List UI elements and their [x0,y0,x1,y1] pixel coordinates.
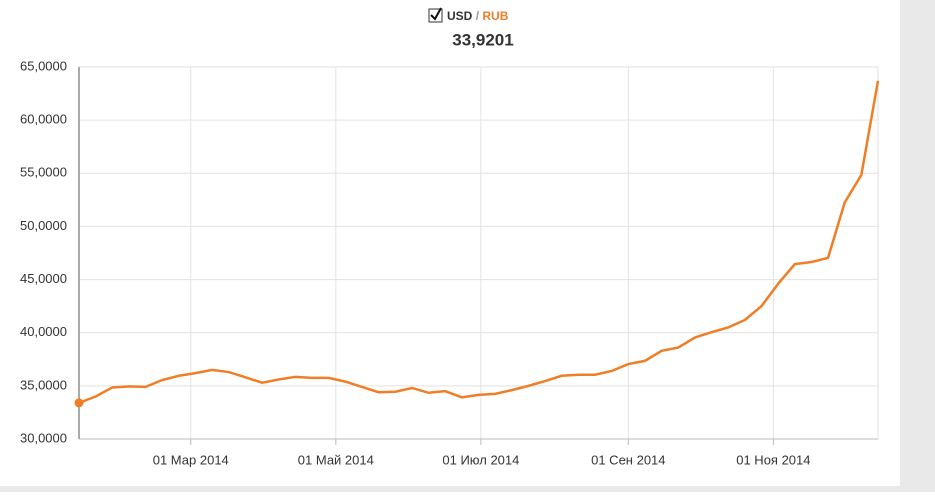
y-tick-label: 50,0000 [20,218,67,233]
y-tick-label: 55,0000 [20,165,67,180]
legend-text[interactable]: USD / RUB [447,9,509,23]
y-tick-label: 30,0000 [20,430,67,445]
y-tick-label: 35,0000 [20,377,67,392]
hover-point [74,398,84,408]
y-tick-label: 45,0000 [20,271,67,286]
checkmark [430,7,442,21]
x-tick-label: 01 Мар 2014 [153,452,229,467]
x-tick-label: 01 Ноя 2014 [736,452,810,467]
x-tick-label: 01 Июл 2014 [442,452,519,467]
x-tick-label: 01 Сен 2014 [591,452,665,467]
y-tick-label: 65,0000 [20,58,67,73]
bottom-strip [0,486,900,492]
side-strip [900,0,935,492]
hover-value: 33,9201 [452,30,513,49]
legend-quote: RUB [482,9,508,23]
series-line [78,80,880,405]
legend-sep: / [476,9,480,23]
legend-base: USD [447,9,473,23]
y-tick-label: 60,0000 [20,112,67,127]
x-tick-label: 01 Май 2014 [298,452,374,467]
y-tick-label: 40,0000 [20,324,67,339]
